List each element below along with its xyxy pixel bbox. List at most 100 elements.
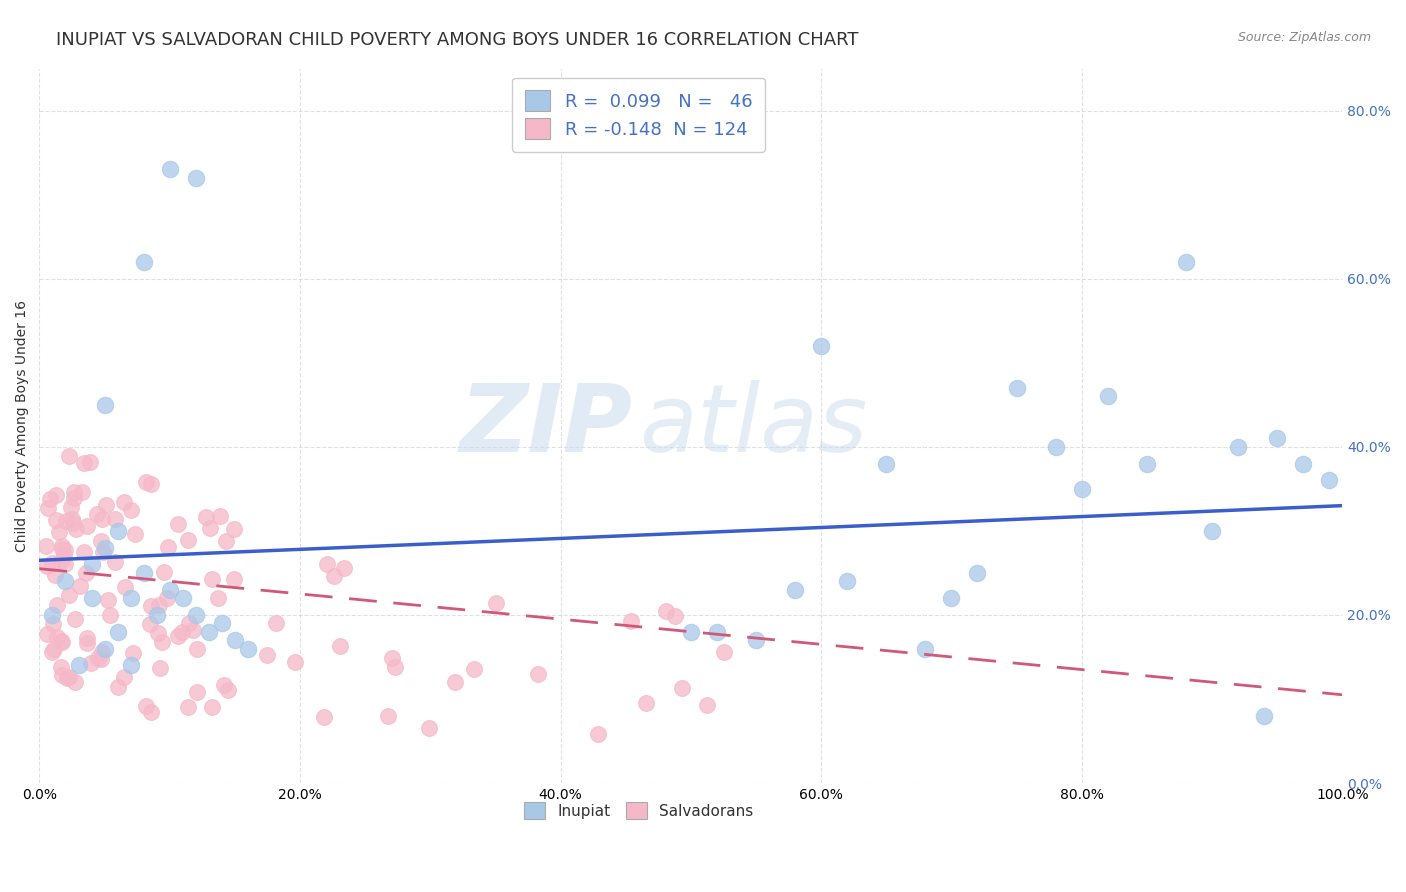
Point bbox=[198, 521, 221, 535]
Point bbox=[39, 491, 62, 506]
Point bbox=[73, 545, 96, 559]
Point bbox=[45, 488, 67, 502]
Point bbox=[107, 524, 129, 538]
Point bbox=[139, 705, 162, 719]
Point bbox=[79, 455, 101, 469]
Point bbox=[217, 683, 239, 698]
Point bbox=[713, 645, 735, 659]
Point bbox=[120, 591, 142, 606]
Legend: Inupiat, Salvadorans: Inupiat, Salvadorans bbox=[517, 796, 759, 825]
Point bbox=[167, 629, 190, 643]
Point bbox=[65, 675, 87, 690]
Point bbox=[41, 556, 63, 570]
Point bbox=[49, 634, 72, 648]
Point bbox=[1045, 440, 1067, 454]
Point bbox=[41, 645, 63, 659]
Point bbox=[42, 641, 65, 656]
Point bbox=[184, 607, 207, 622]
Point bbox=[941, 591, 963, 606]
Point bbox=[80, 591, 103, 606]
Point bbox=[966, 566, 988, 580]
Point bbox=[107, 624, 129, 639]
Point bbox=[745, 633, 768, 648]
Point bbox=[91, 645, 114, 659]
Point bbox=[783, 582, 806, 597]
Point bbox=[215, 533, 238, 548]
Point bbox=[588, 727, 610, 741]
Point bbox=[156, 591, 179, 606]
Point bbox=[177, 700, 200, 714]
Point bbox=[56, 671, 79, 685]
Point bbox=[1097, 389, 1119, 403]
Point bbox=[58, 449, 80, 463]
Text: INUPIAT VS SALVADORAN CHILD POVERTY AMONG BOYS UNDER 16 CORRELATION CHART: INUPIAT VS SALVADORAN CHILD POVERTY AMON… bbox=[56, 31, 859, 49]
Text: atlas: atlas bbox=[638, 380, 868, 471]
Point bbox=[201, 572, 224, 586]
Point bbox=[135, 699, 157, 714]
Point bbox=[837, 574, 859, 589]
Point bbox=[418, 721, 440, 735]
Point bbox=[316, 558, 339, 572]
Point bbox=[256, 648, 278, 662]
Point bbox=[284, 655, 307, 669]
Point bbox=[671, 681, 693, 696]
Point bbox=[236, 641, 259, 656]
Point bbox=[87, 650, 110, 665]
Point bbox=[107, 680, 129, 694]
Point bbox=[93, 641, 115, 656]
Point bbox=[63, 611, 86, 625]
Point bbox=[35, 539, 58, 553]
Point bbox=[51, 668, 73, 682]
Point bbox=[1265, 431, 1288, 445]
Point bbox=[186, 641, 208, 656]
Point bbox=[120, 502, 142, 516]
Point bbox=[51, 539, 73, 553]
Point bbox=[94, 498, 117, 512]
Point bbox=[177, 533, 200, 547]
Point bbox=[222, 522, 245, 536]
Point bbox=[810, 339, 832, 353]
Point bbox=[41, 607, 63, 622]
Point bbox=[329, 639, 352, 653]
Point bbox=[1070, 482, 1092, 496]
Point bbox=[148, 626, 170, 640]
Point bbox=[70, 485, 93, 500]
Point bbox=[1292, 457, 1315, 471]
Point bbox=[177, 615, 200, 630]
Point bbox=[76, 519, 98, 533]
Point bbox=[181, 623, 204, 637]
Point bbox=[159, 582, 181, 597]
Point bbox=[51, 541, 73, 556]
Point bbox=[157, 541, 180, 555]
Point bbox=[201, 700, 224, 714]
Point bbox=[184, 170, 207, 185]
Point bbox=[55, 514, 77, 528]
Point bbox=[679, 624, 702, 639]
Point bbox=[1005, 381, 1028, 395]
Point bbox=[149, 661, 172, 675]
Point bbox=[153, 566, 176, 580]
Point bbox=[73, 456, 96, 470]
Point bbox=[62, 485, 84, 500]
Point bbox=[224, 572, 246, 586]
Point bbox=[463, 662, 485, 676]
Point bbox=[135, 475, 157, 489]
Point bbox=[91, 545, 114, 559]
Point bbox=[207, 591, 229, 605]
Point bbox=[45, 512, 67, 526]
Point bbox=[80, 558, 103, 572]
Point bbox=[172, 624, 194, 639]
Point bbox=[90, 533, 112, 548]
Point bbox=[1253, 708, 1275, 723]
Point bbox=[37, 501, 59, 516]
Point bbox=[42, 617, 65, 632]
Point bbox=[132, 566, 155, 580]
Point bbox=[63, 491, 86, 506]
Point bbox=[197, 624, 219, 639]
Point bbox=[121, 646, 143, 660]
Point bbox=[141, 476, 163, 491]
Point bbox=[875, 457, 897, 471]
Point bbox=[35, 559, 58, 574]
Point bbox=[264, 616, 287, 631]
Point bbox=[93, 541, 115, 555]
